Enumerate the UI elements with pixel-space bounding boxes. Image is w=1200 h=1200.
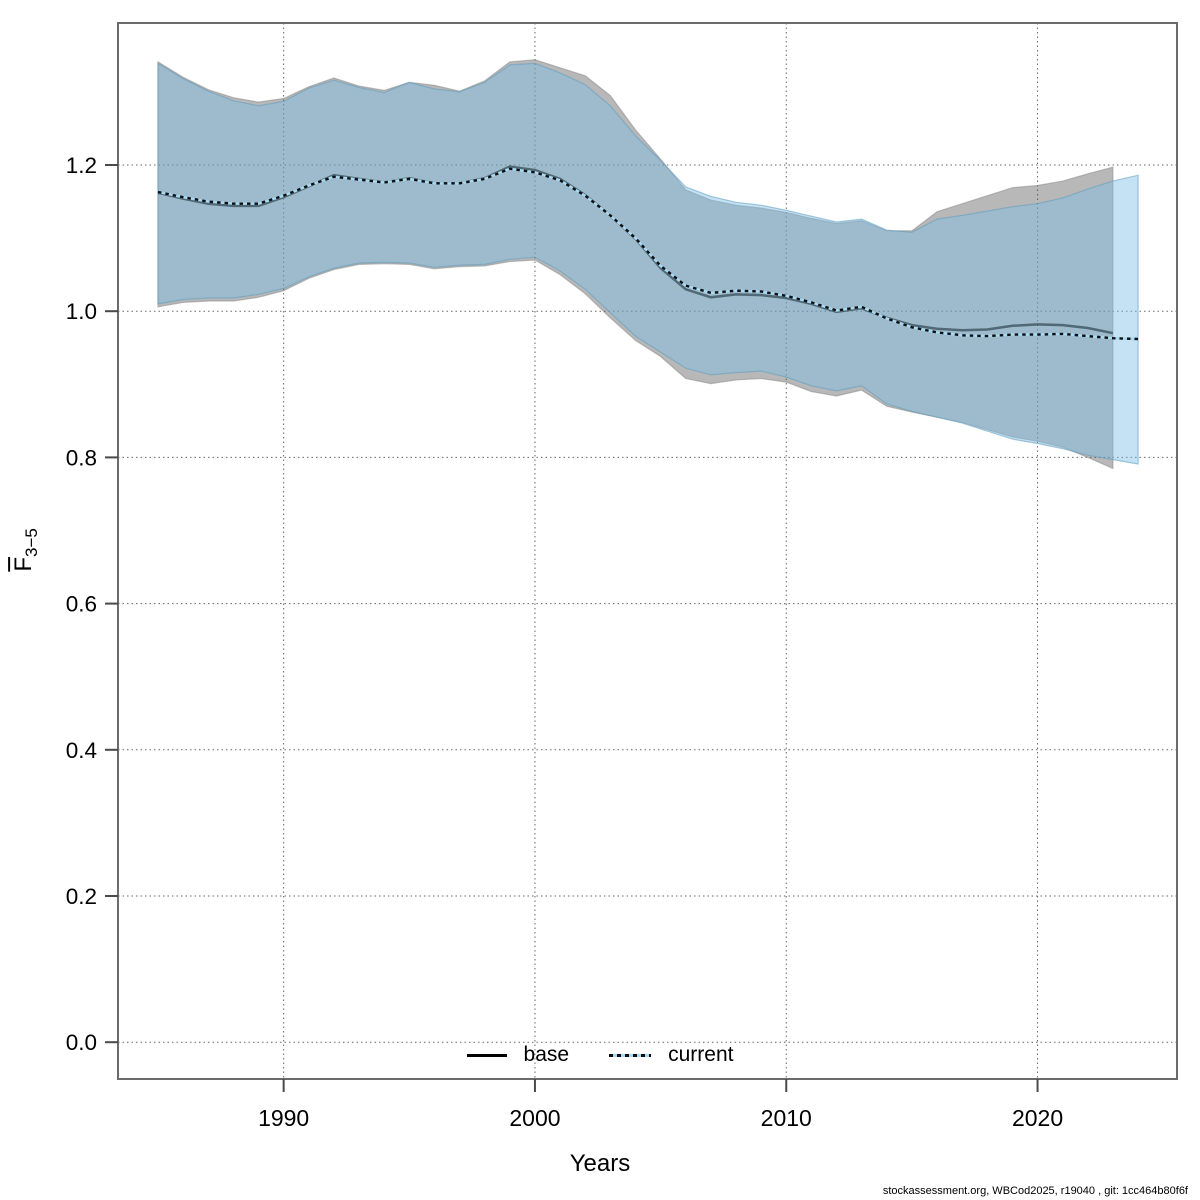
x-axis-label: Years — [569, 1150, 631, 1177]
y-tick-label: 0.4 — [66, 738, 97, 763]
current-line-swatch — [609, 1053, 652, 1057]
legend-label-current: current — [668, 1043, 734, 1066]
x-tick-label: 2000 — [509, 1105, 560, 1131]
x-tick-label: 2020 — [1012, 1105, 1063, 1131]
x-tick-label: 1990 — [258, 1105, 309, 1131]
footer-text: stockassessment.org, WBCod2025, r19040 ,… — [882, 1185, 1188, 1197]
axis-tick-labels: 0.0 0.2 0.4 0.6 0.8 1.0 1.2 1990 2000 2010 2020 — [66, 153, 1063, 1131]
gridlines — [118, 23, 1177, 1079]
legend-label-base: base — [523, 1043, 570, 1066]
y-tick-label: 1.0 — [66, 299, 97, 324]
legend-item-current: current — [609, 1043, 733, 1067]
y-tick-label: 0.6 — [66, 592, 97, 617]
legend-item-base: base — [466, 1043, 570, 1067]
current-band — [157, 62, 1139, 465]
y-tick-label: 0.8 — [66, 445, 97, 470]
y-axis-label-subscript: 3−5 — [21, 528, 41, 557]
axis-ticks — [105, 164, 1039, 1092]
y-tick-label: 0.0 — [66, 1030, 97, 1055]
current-line — [157, 167, 1139, 341]
legend: base current — [0, 1043, 1200, 1067]
y-tick-label: 1.2 — [66, 153, 97, 178]
plot-frame — [117, 22, 1178, 1080]
y-axis-label: F3−5 — [10, 270, 42, 830]
base-line-swatch — [466, 1053, 507, 1057]
y-tick-label: 0.2 — [66, 884, 97, 909]
x-tick-label: 2010 — [761, 1105, 812, 1131]
base-band — [157, 59, 1114, 470]
y-axis-label-symbol: F — [10, 556, 38, 572]
